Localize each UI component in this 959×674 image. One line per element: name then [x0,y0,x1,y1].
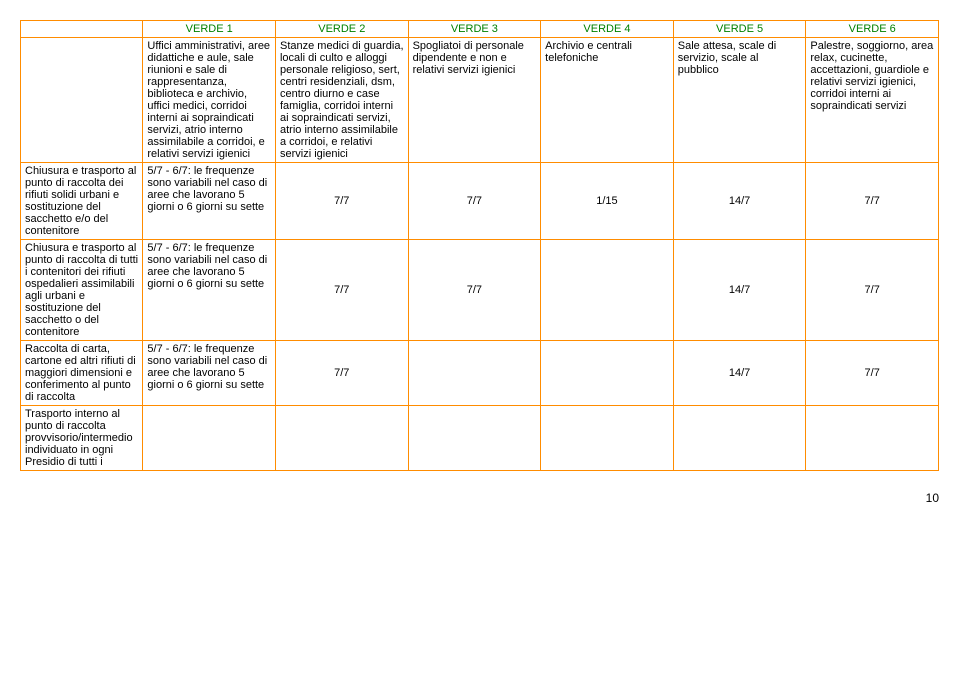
cell: 7/7 [806,163,939,240]
cell: 7/7 [275,341,408,406]
cell [143,406,276,471]
cell: 7/7 [275,240,408,341]
desc-cell-1: Uffici amministrativi, aree didattiche e… [143,38,276,163]
table-row: Chiusura e trasporto al punto di raccolt… [21,163,939,240]
cell: 5/7 - 6/7: le frequenze sono variabili n… [143,341,276,406]
cell: 7/7 [408,240,541,341]
header-cell-3: VERDE 3 [408,21,541,38]
page-number: 10 [20,491,939,505]
header-row: VERDE 1 VERDE 2 VERDE 3 VERDE 4 VERDE 5 … [21,21,939,38]
cell: 7/7 [275,163,408,240]
header-cell-1: VERDE 1 [143,21,276,38]
row-label: Chiusura e trasporto al punto di raccolt… [21,240,143,341]
row-label: Chiusura e trasporto al punto di raccolt… [21,163,143,240]
table-row: Chiusura e trasporto al punto di raccolt… [21,240,939,341]
cell [806,406,939,471]
cell [275,406,408,471]
header-blank [21,21,143,38]
desc-row: Uffici amministrativi, aree didattiche e… [21,38,939,163]
desc-cell-4: Archivio e centrali telefoniche [541,38,674,163]
header-cell-2: VERDE 2 [275,21,408,38]
desc-cell-2: Stanze medici di guardia, locali di cult… [275,38,408,163]
cell [408,341,541,406]
cell: 14/7 [673,163,806,240]
cell: 7/7 [806,341,939,406]
desc-cell-3: Spogliatoi di personale dipendente e non… [408,38,541,163]
cell [673,406,806,471]
desc-cell-5: Sale attesa, scale di servizio, scale al… [673,38,806,163]
desc-cell-6: Palestre, soggiorno, area relax, cucinet… [806,38,939,163]
cell: 1/15 [541,163,674,240]
row-label: Trasporto interno al punto di raccolta p… [21,406,143,471]
header-cell-5: VERDE 5 [673,21,806,38]
cell: 14/7 [673,341,806,406]
cell [408,406,541,471]
table-row: Raccolta di carta, cartone ed altri rifi… [21,341,939,406]
cell: 5/7 - 6/7: le frequenze sono variabili n… [143,240,276,341]
cell: 5/7 - 6/7: le frequenze sono variabili n… [143,163,276,240]
table-row: Trasporto interno al punto di raccolta p… [21,406,939,471]
cell [541,240,674,341]
data-table: VERDE 1 VERDE 2 VERDE 3 VERDE 4 VERDE 5 … [20,20,939,471]
header-cell-6: VERDE 6 [806,21,939,38]
desc-label [21,38,143,163]
cell: 7/7 [408,163,541,240]
cell: 7/7 [806,240,939,341]
row-label: Raccolta di carta, cartone ed altri rifi… [21,341,143,406]
cell: 14/7 [673,240,806,341]
header-cell-4: VERDE 4 [541,21,674,38]
cell [541,406,674,471]
cell [541,341,674,406]
